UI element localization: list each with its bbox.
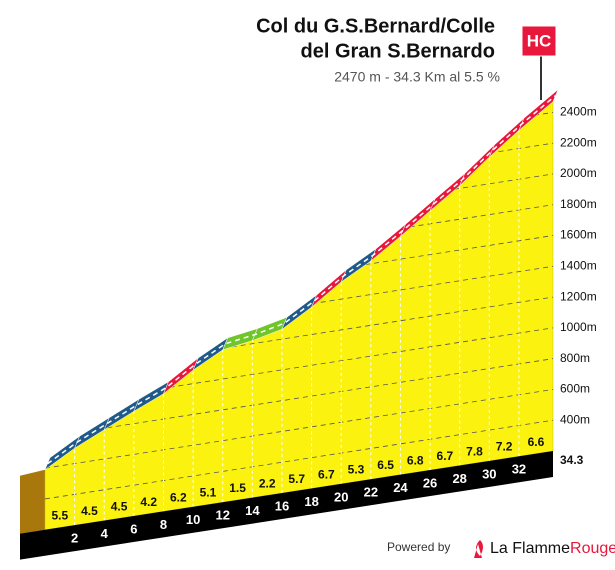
gradient-label: 1.5	[229, 481, 246, 495]
gradient-label: 7.8	[466, 444, 483, 458]
ribbon-centerline	[47, 95, 556, 465]
gradient-label: 5.3	[348, 463, 365, 477]
y-tick-label: 1600m	[560, 228, 597, 242]
x-end-label: 34.3	[560, 453, 584, 467]
y-tick-label: 2400m	[560, 105, 597, 119]
x-tick-label: 28	[452, 471, 466, 486]
x-tick-label: 2	[71, 531, 78, 546]
km-band	[20, 451, 553, 560]
x-tick-label: 6	[130, 521, 137, 536]
title-line: Col du G.S.Bernard/Colle	[256, 15, 495, 37]
y-tick-label: 600m	[560, 382, 590, 396]
gradient-label: 6.8	[407, 454, 424, 468]
x-tick-label: 22	[364, 485, 378, 500]
brand-icon	[474, 540, 483, 558]
gradient-label: 2.2	[259, 476, 276, 490]
x-tick-label: 10	[186, 512, 200, 527]
gradient-label: 6.5	[377, 458, 394, 472]
y-tick-label: 2000m	[560, 166, 597, 180]
y-tick-label: 1000m	[560, 320, 597, 334]
x-tick-label: 16	[275, 498, 289, 513]
x-tick-label: 8	[160, 517, 167, 532]
gradient-label: 6.2	[170, 490, 187, 504]
gradient-label: 5.7	[288, 472, 305, 486]
brand-dark: La Flamme	[490, 540, 570, 557]
gradient-label: 6.7	[318, 467, 335, 481]
gradient-label: 4.2	[140, 495, 157, 509]
brand: La FlammeRouge	[490, 540, 615, 557]
side-face	[20, 469, 45, 534]
gradient-label: 7.2	[496, 440, 513, 454]
gradient-segment	[518, 89, 559, 131]
powered-by: Powered by	[387, 540, 450, 554]
grid-line	[45, 389, 553, 469]
x-tick-label: 18	[304, 494, 318, 509]
grid-line	[45, 358, 553, 438]
x-tick-label: 14	[245, 503, 260, 518]
gradient-label: 5.5	[51, 509, 68, 523]
x-tick-label: 12	[215, 508, 229, 523]
badge	[521, 25, 557, 57]
y-tick-label: 1800m	[560, 197, 597, 211]
plot: 400m 600m 800m 1000m 1200m 1400m 1600m 1800m 200…	[20, 89, 597, 560]
y-tick-label: 800m	[560, 351, 590, 365]
x-tick-label: 4	[101, 526, 109, 541]
gradient-label: 5.1	[200, 486, 217, 500]
gradient-label: 6.7	[437, 449, 454, 463]
x-tick-label: 26	[423, 475, 437, 490]
title-line: del Gran S.Bernardo	[301, 40, 496, 62]
badge-text: HC	[527, 31, 552, 50]
y-tick-label: 2200m	[560, 135, 597, 149]
y-tick-label: 1200m	[560, 289, 597, 303]
brand-red: Rouge	[570, 540, 615, 557]
gradient-label: 4.5	[81, 504, 98, 518]
gradient-label: 4.5	[111, 499, 128, 513]
x-tick-label: 24	[393, 480, 408, 495]
gradient-label: 6.6	[528, 435, 545, 449]
y-tick-label: 1400m	[560, 258, 597, 272]
y-tick-label: 400m	[560, 412, 590, 426]
subtitle: 2470 m - 34.3 Km al 5.5 %	[334, 69, 500, 85]
grid-line	[45, 419, 553, 500]
x-tick-label: 32	[512, 462, 526, 477]
x-tick-label: 20	[334, 489, 348, 504]
x-tick-label: 30	[482, 466, 496, 481]
